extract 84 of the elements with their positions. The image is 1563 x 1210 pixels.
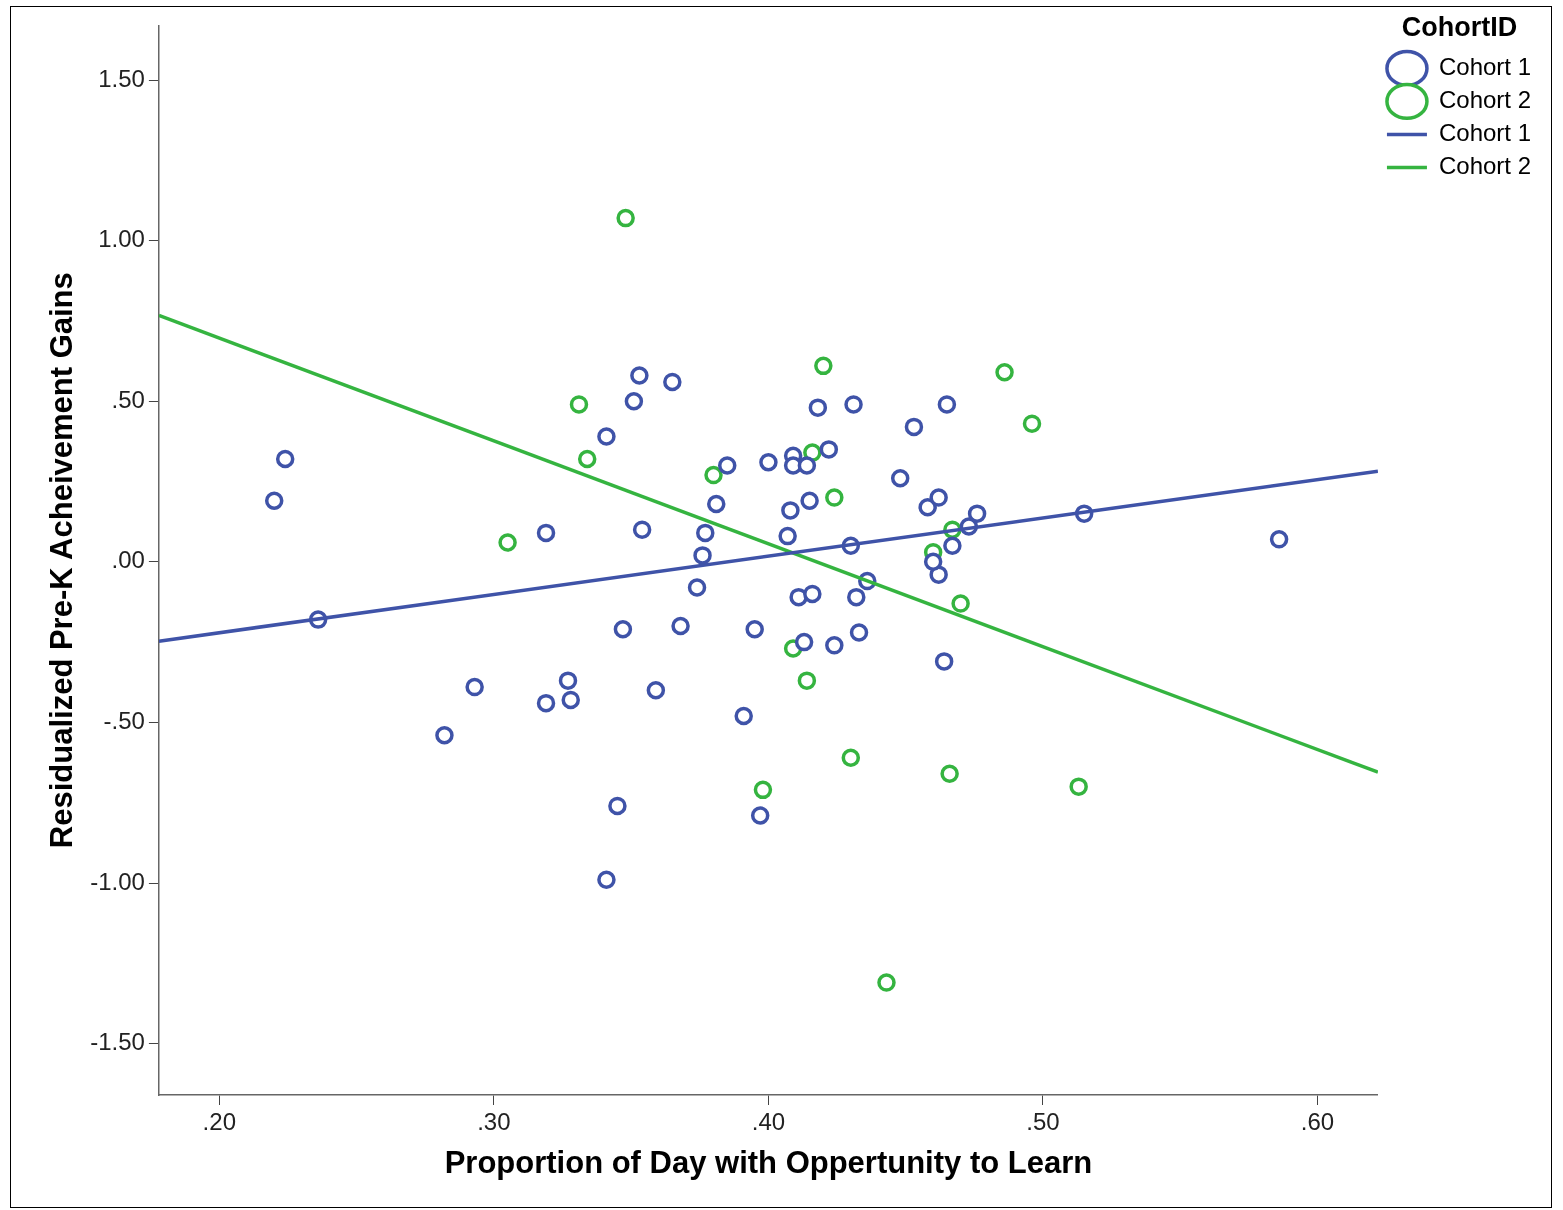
point <box>616 208 635 228</box>
x-tick-label: .50 <box>1026 1108 1060 1136</box>
point <box>844 395 863 414</box>
x-tick-label: .30 <box>477 1108 511 1136</box>
point <box>275 449 295 469</box>
point <box>890 469 910 488</box>
y-tick-label: -.50 <box>103 707 145 735</box>
y-tick-label: -1.50 <box>90 1028 145 1056</box>
legend-label: Cohort 1 <box>1438 119 1532 147</box>
point <box>923 552 943 572</box>
x-tick-label: .20 <box>202 1108 236 1136</box>
point <box>1269 530 1289 549</box>
legend-label: Cohort 2 <box>1438 152 1532 180</box>
point <box>717 456 737 475</box>
x-axis-title: Proportion of Day with Oppertunity to Learn <box>444 1144 1093 1180</box>
point <box>825 636 844 655</box>
point <box>624 391 644 411</box>
point <box>940 764 959 784</box>
point <box>1022 414 1042 433</box>
point <box>797 671 817 690</box>
y-tick-label: .50 <box>111 385 145 413</box>
point <box>569 395 589 414</box>
legend-label: Cohort 1 <box>1438 53 1532 81</box>
point <box>759 452 778 472</box>
point <box>943 536 962 555</box>
point <box>781 501 800 520</box>
y-tick-label: 1.50 <box>98 64 145 92</box>
point <box>778 526 797 546</box>
point <box>613 620 633 639</box>
point <box>808 398 828 417</box>
point <box>435 726 454 745</box>
point <box>465 677 484 697</box>
y-tick-label: 1.00 <box>98 225 145 253</box>
point <box>498 533 517 552</box>
point <box>1069 777 1088 796</box>
point <box>693 546 712 565</box>
point <box>597 870 616 890</box>
point <box>819 440 839 459</box>
y-tick-label: -1.00 <box>90 867 145 895</box>
point <box>687 578 707 597</box>
point <box>597 427 616 446</box>
point <box>934 652 954 671</box>
point <box>825 488 844 507</box>
point <box>745 620 764 639</box>
legend-title: CohortID <box>1401 11 1518 42</box>
x-tick-label: .60 <box>1300 1108 1335 1136</box>
point <box>877 973 896 992</box>
point <box>750 806 770 825</box>
x-tick-label: .40 <box>751 1108 786 1136</box>
point <box>929 488 948 507</box>
point <box>841 748 861 767</box>
point <box>794 632 814 652</box>
point <box>646 681 666 700</box>
point <box>814 356 833 376</box>
point <box>663 372 682 392</box>
point <box>671 616 690 636</box>
point <box>704 465 723 485</box>
point <box>753 780 773 800</box>
point <box>803 584 822 604</box>
y-tick-label: .00 <box>111 546 145 574</box>
y-axis-title: Residualized Pre-K Acheivement Gains <box>44 272 80 849</box>
point <box>734 706 753 726</box>
point <box>800 491 819 511</box>
point <box>630 366 649 385</box>
point <box>632 520 652 539</box>
point <box>608 796 627 816</box>
point <box>264 491 284 511</box>
point <box>561 690 580 710</box>
point <box>536 523 556 543</box>
point <box>707 494 726 514</box>
legend-label: Cohort 2 <box>1438 86 1532 114</box>
point <box>696 523 715 543</box>
point <box>937 395 957 414</box>
point <box>951 594 970 613</box>
point <box>967 504 987 523</box>
point <box>904 417 924 437</box>
point <box>577 449 597 469</box>
point <box>849 623 869 642</box>
point <box>918 497 937 517</box>
point <box>995 363 1014 382</box>
point <box>536 693 556 713</box>
point <box>558 671 578 690</box>
point <box>797 456 817 475</box>
point <box>847 587 866 607</box>
